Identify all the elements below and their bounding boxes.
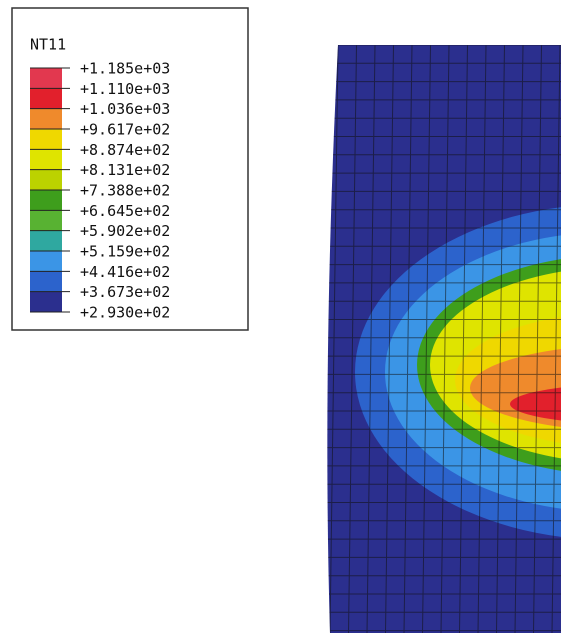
legend-label: +8.131e+02 (80, 161, 170, 179)
mesh-line (385, 45, 394, 633)
legend-label: +8.874e+02 (80, 141, 170, 159)
color-bar (30, 67, 70, 313)
mesh-line (403, 45, 413, 633)
mesh-line (533, 45, 542, 633)
contour-field (327, 45, 561, 633)
mesh-line (422, 45, 431, 633)
mesh-line (496, 45, 505, 633)
color-band (30, 291, 62, 313)
color-band (30, 169, 62, 191)
color-band (30, 251, 62, 272)
legend-label: +1.036e+03 (80, 100, 170, 118)
mesh-line (477, 45, 487, 633)
color-band (30, 271, 62, 293)
color-band (30, 68, 62, 89)
color-band (30, 210, 62, 232)
legend-label: +5.902e+02 (80, 222, 170, 240)
mesh-line (459, 45, 468, 633)
legend-label: +4.416e+02 (80, 263, 170, 281)
legend-label: +3.673e+02 (80, 283, 170, 301)
mesh-line (348, 45, 357, 633)
mesh-line (514, 45, 524, 633)
legend-label: +1.110e+03 (80, 80, 170, 98)
mesh-grid (327, 45, 561, 633)
legend-label: +5.159e+02 (80, 243, 170, 261)
color-band (30, 129, 62, 150)
legend-label: +1.185e+03 (80, 60, 170, 78)
mesh-line (329, 45, 339, 633)
mesh-line (440, 45, 450, 633)
legend-label: +7.388e+02 (80, 182, 170, 200)
legend-title: NT11 (30, 36, 66, 54)
legend-label: +6.645e+02 (80, 202, 170, 220)
color-band (30, 149, 62, 171)
mesh-line (551, 45, 561, 633)
color-band (30, 88, 62, 110)
mesh-line (366, 45, 376, 633)
legend-label: +2.930e+02 (80, 304, 170, 322)
color-band (30, 190, 62, 211)
legend-label: +9.617e+02 (80, 121, 170, 139)
color-band (30, 230, 62, 252)
color-band (30, 108, 62, 130)
